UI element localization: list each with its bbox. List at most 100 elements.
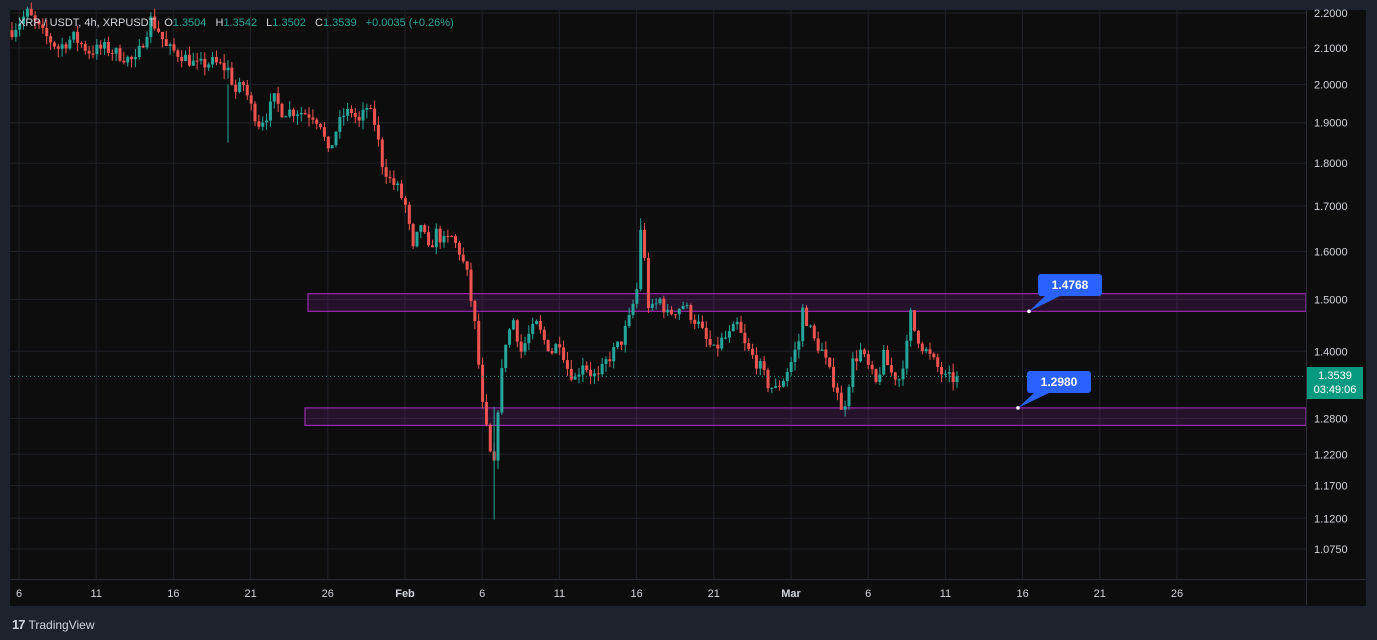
candle-body xyxy=(330,145,334,149)
candle-body xyxy=(685,305,689,307)
candle-body xyxy=(52,42,56,47)
candle-body xyxy=(396,183,400,186)
close-label: C xyxy=(315,17,323,29)
candle-body xyxy=(604,359,608,364)
candle-body xyxy=(500,368,504,413)
candle-body xyxy=(37,20,41,25)
candle-body xyxy=(616,341,620,348)
candle-body xyxy=(612,347,616,362)
candle-body xyxy=(515,320,519,342)
candle-body xyxy=(423,225,427,233)
candle-body xyxy=(473,300,477,321)
candle-body xyxy=(91,53,95,55)
close-value: 1.3539 xyxy=(322,17,357,29)
candle-body xyxy=(130,56,134,60)
candle-body xyxy=(199,58,203,61)
candle-body xyxy=(955,376,959,383)
candle-body xyxy=(68,39,72,49)
candle-body xyxy=(670,309,674,315)
candle-body xyxy=(25,8,29,17)
candle-body xyxy=(253,103,257,122)
x-tick-label: 16 xyxy=(1016,588,1028,600)
candle-body xyxy=(878,374,882,382)
candlestick-series xyxy=(10,2,959,520)
candle-body xyxy=(87,50,91,54)
low-value: 1.3502 xyxy=(272,17,306,29)
last-price-badge: 1.3539 03:49:06 xyxy=(1307,367,1363,399)
x-tick-label: 6 xyxy=(479,588,485,600)
candle-body xyxy=(909,310,913,341)
candle-body xyxy=(778,385,782,387)
candle-body xyxy=(357,116,361,121)
candle-body xyxy=(716,344,720,349)
bar-countdown: 03:49:06 xyxy=(1313,384,1357,396)
candle-body xyxy=(14,29,18,37)
candle-body xyxy=(322,127,326,137)
candle-body xyxy=(222,62,226,71)
candle-body xyxy=(180,56,184,62)
candle-body xyxy=(897,379,901,381)
callout-lower[interactable]: 1.2980 xyxy=(1027,371,1091,393)
candle-body xyxy=(905,340,909,369)
brand-footer[interactable]: 17 TradingView xyxy=(12,617,95,632)
candle-body xyxy=(133,57,137,60)
x-tick-label: 21 xyxy=(708,588,720,600)
price-zones xyxy=(304,293,1307,427)
candle-body xyxy=(496,412,500,461)
candle-body xyxy=(735,321,739,325)
candle-body xyxy=(631,303,635,315)
candle-body xyxy=(311,117,315,120)
y-tick-label: 2.2000 xyxy=(1314,8,1348,20)
candle-body xyxy=(589,369,593,377)
candle-body xyxy=(828,357,832,367)
candle-body xyxy=(581,365,585,375)
price-axis[interactable]: 2.2000 2.1000 2.0000 1.9000 1.8000 1.7000 1.60… xyxy=(1306,8,1348,606)
candle-body xyxy=(110,52,114,54)
candle-body xyxy=(376,124,380,140)
candle-body xyxy=(797,341,801,350)
candle-body xyxy=(400,183,404,199)
symbol-label[interactable]: XRP / USDT, 4h, XRPUSDT xyxy=(18,17,156,29)
candle-body xyxy=(585,365,589,370)
candle-body xyxy=(95,44,99,55)
candle-body xyxy=(704,327,708,340)
candle-body xyxy=(442,235,446,243)
candle-body xyxy=(60,44,64,49)
candle-body xyxy=(126,56,130,63)
candle-body xyxy=(419,225,423,232)
candle-body xyxy=(319,123,323,128)
candle-body xyxy=(916,330,920,344)
candle-body xyxy=(272,93,276,102)
candle-body xyxy=(951,372,955,383)
candle-body xyxy=(427,232,431,246)
candle-body xyxy=(303,113,307,115)
candle-body xyxy=(519,341,523,352)
time-axis[interactable]: 6 11 16 21 26 Feb 6 11 16 21 Mar 6 11 16 21 26 xyxy=(10,579,1366,601)
y-tick-label: 1.1700 xyxy=(1314,481,1348,493)
candle-body xyxy=(122,60,126,63)
candle-body xyxy=(569,368,573,380)
y-tick-label: 1.6000 xyxy=(1314,246,1348,258)
y-tick-label: 1.0750 xyxy=(1314,544,1348,556)
candle-body xyxy=(106,41,110,53)
x-tick-label: 26 xyxy=(1171,588,1183,600)
symbol-legend: XRP / USDT, 4h, XRPUSDT O1.3504 H1.3542 … xyxy=(18,17,454,29)
y-tick-label: 1.2800 xyxy=(1314,413,1348,425)
candle-body xyxy=(839,392,843,410)
callout-upper[interactable]: 1.4768 xyxy=(1038,274,1102,296)
candle-body xyxy=(268,101,272,121)
candle-body xyxy=(238,82,242,92)
candle-body xyxy=(56,46,60,49)
candle-body xyxy=(666,309,670,313)
support-zone xyxy=(304,407,1307,427)
candle-body xyxy=(816,338,820,351)
candle-body xyxy=(600,363,604,375)
candle-body xyxy=(64,44,68,49)
high-label: H xyxy=(215,17,224,29)
candle-body xyxy=(292,109,296,116)
candle-body xyxy=(488,424,492,452)
candle-body xyxy=(403,198,407,205)
candle-body xyxy=(338,117,342,132)
candle-body xyxy=(889,365,893,373)
